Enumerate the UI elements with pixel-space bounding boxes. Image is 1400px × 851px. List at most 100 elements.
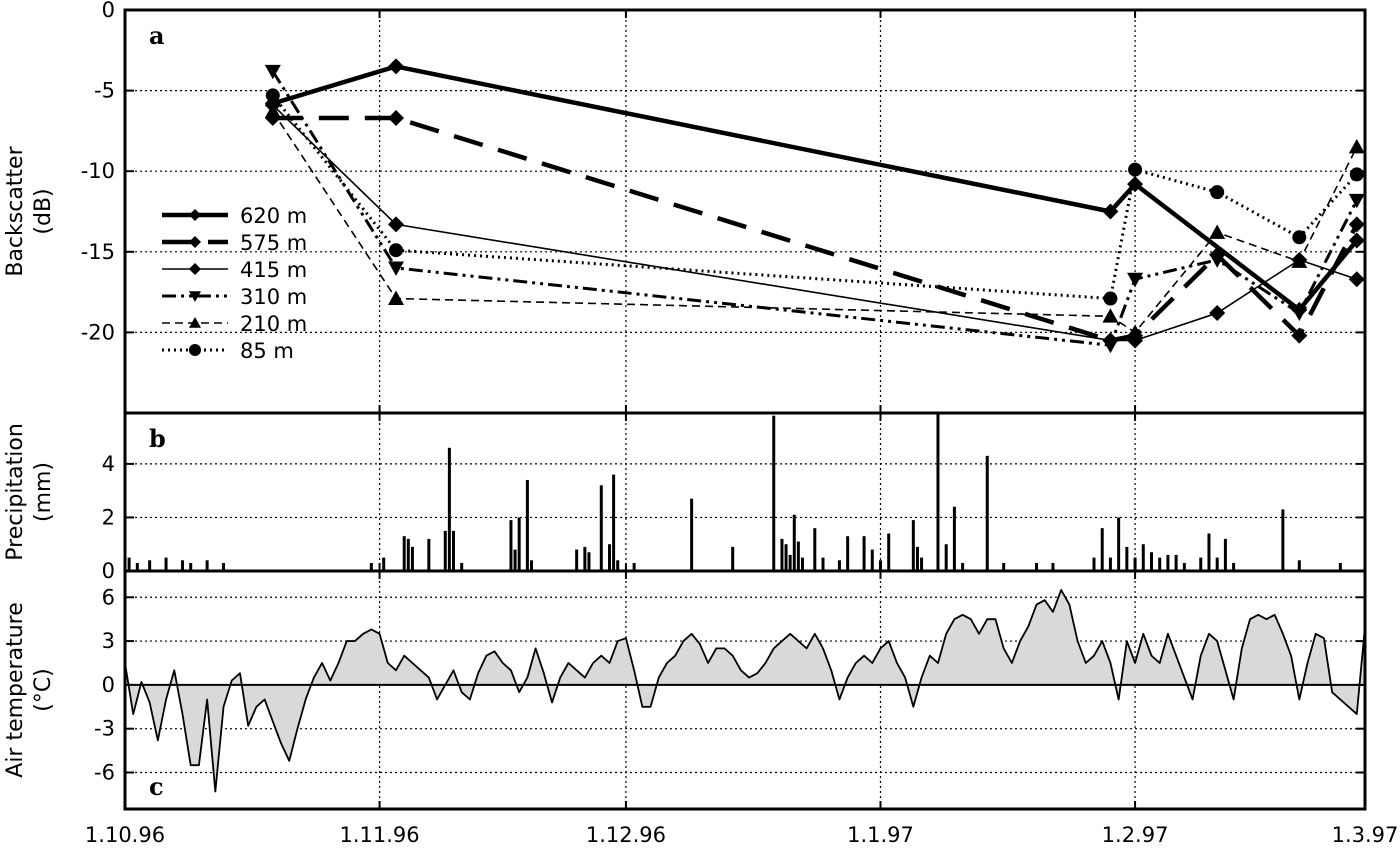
data-point-85-m-5 bbox=[1292, 230, 1307, 245]
data-point-620-m-5 bbox=[1348, 232, 1365, 249]
precip-bar-49 bbox=[915, 546, 919, 571]
precip-bar-11 bbox=[406, 538, 410, 571]
precip-bar-43 bbox=[846, 536, 850, 571]
precip-bar-15 bbox=[447, 447, 451, 571]
data-point-310-m-2 bbox=[1102, 338, 1119, 354]
data-point-85-m-6 bbox=[1349, 167, 1364, 182]
ytick-label-c-3: 3 bbox=[102, 629, 115, 653]
precip-bar-63 bbox=[1125, 546, 1129, 571]
y-axis-title-c: Air temperature bbox=[3, 602, 28, 777]
legend-marker-575-m bbox=[189, 236, 201, 248]
precip-bar-2 bbox=[148, 560, 152, 571]
precip-bar-10 bbox=[402, 536, 406, 571]
data-point-85-m-2 bbox=[1103, 291, 1118, 306]
y-axis-title-a: Backscatter bbox=[3, 145, 28, 276]
precip-bar-66 bbox=[1149, 552, 1153, 571]
x-tick-labels: 1.10.96 1.11.96 1.12.96 1.1.97 1.2.97 1.3.97 bbox=[85, 823, 1398, 847]
precip-bar-48 bbox=[911, 520, 915, 571]
precip-bar-70 bbox=[1182, 562, 1186, 571]
precip-bar-27 bbox=[608, 544, 612, 571]
data-point-310-m-1 bbox=[387, 261, 404, 276]
precip-bar-13 bbox=[427, 538, 431, 571]
y-axis-unit-b: (mm) bbox=[31, 462, 56, 522]
precip-bar-22 bbox=[529, 560, 533, 571]
data-point-310-m-3 bbox=[1127, 272, 1144, 288]
precip-bar-42 bbox=[837, 560, 841, 571]
precip-bar-21 bbox=[525, 479, 529, 571]
data-point-575-m-6 bbox=[1348, 216, 1365, 233]
precip-bar-68 bbox=[1166, 554, 1170, 571]
data-point-210-m-2 bbox=[1102, 308, 1119, 323]
precip-bar-50 bbox=[920, 557, 924, 571]
panel-label-b: b bbox=[149, 424, 166, 453]
data-point-620-m-1 bbox=[387, 58, 404, 75]
x-tick-label-1-3-97: 1.3.97 bbox=[1332, 823, 1399, 847]
legend-label-310-m: 310 m bbox=[240, 285, 307, 309]
precip-bar-33 bbox=[772, 415, 776, 571]
precip-bar-20 bbox=[517, 517, 521, 571]
legend-label-210-m: 210 m bbox=[240, 312, 307, 336]
precip-bar-5 bbox=[189, 562, 193, 571]
data-point-85-m-1 bbox=[388, 243, 403, 258]
data-point-310-m-6 bbox=[1348, 193, 1365, 209]
data-point-310-m-4 bbox=[1209, 253, 1226, 268]
precip-bar-16 bbox=[451, 530, 455, 571]
legend-marker-310-m bbox=[189, 291, 201, 302]
precip-bar-19 bbox=[513, 549, 517, 571]
x-tick-label-1-2-97: 1.2.97 bbox=[1102, 823, 1169, 847]
precip-bar-72 bbox=[1207, 533, 1211, 571]
precip-bar-36 bbox=[788, 554, 792, 571]
data-point-210-m-0 bbox=[264, 103, 281, 118]
data-point-310-m-0 bbox=[264, 64, 281, 80]
precip-bar-25 bbox=[587, 552, 591, 571]
precip-bar-77 bbox=[1297, 560, 1301, 571]
precip-bar-26 bbox=[599, 485, 603, 571]
precip-bar-29 bbox=[616, 560, 620, 571]
ytick-label-a-5: -5 bbox=[94, 79, 115, 103]
ytick-label-b-0: 0 bbox=[102, 559, 115, 583]
precip-bar-61 bbox=[1108, 557, 1112, 571]
x-tick-label-1-1-97: 1.1.97 bbox=[847, 823, 914, 847]
legend-marker-210-m bbox=[189, 317, 201, 328]
precip-bar-58 bbox=[1051, 562, 1055, 571]
data-point-415-m-4 bbox=[1209, 305, 1226, 322]
precip-bar-34 bbox=[780, 538, 784, 571]
precip-bar-38 bbox=[796, 541, 800, 571]
data-point-85-m-3 bbox=[1128, 162, 1143, 177]
temperature-area bbox=[125, 589, 1365, 792]
precip-bar-57 bbox=[1035, 562, 1039, 571]
precip-bar-74 bbox=[1223, 538, 1227, 571]
data-point-575-m-5 bbox=[1291, 327, 1308, 344]
series-line-210-m bbox=[272, 111, 1358, 334]
precip-bar-30 bbox=[632, 562, 636, 571]
precip-bar-8 bbox=[369, 562, 373, 571]
precip-bar-52 bbox=[944, 544, 948, 571]
legend-label-415-m: 415 m bbox=[240, 258, 307, 282]
y-axis-unit-c: (°C) bbox=[31, 668, 56, 712]
precip-bar-51 bbox=[936, 413, 940, 571]
legend-marker-620-m bbox=[189, 209, 201, 221]
series-line-310-m bbox=[271, 70, 1359, 347]
data-point-210-m-6 bbox=[1348, 139, 1365, 154]
precip-bar-35 bbox=[784, 544, 788, 571]
precip-bar-6 bbox=[205, 560, 209, 571]
data-point-415-m-1 bbox=[387, 216, 404, 233]
x-tick-label-1-10-96: 1.10.96 bbox=[85, 823, 165, 847]
y-axis-unit-a: (dB) bbox=[31, 188, 56, 234]
precip-bar-40 bbox=[813, 528, 817, 571]
ytick-label-a-15: -15 bbox=[81, 240, 115, 264]
precip-bar-75 bbox=[1232, 562, 1236, 571]
ytick-label-b-2: 2 bbox=[102, 505, 115, 529]
data-point-210-m-1 bbox=[387, 290, 404, 305]
legend-marker-415-m bbox=[189, 263, 201, 275]
series-line-85-m bbox=[271, 94, 1358, 301]
precip-bar-3 bbox=[164, 557, 168, 571]
x-tick-label-1-11-96: 1.11.96 bbox=[339, 823, 419, 847]
precip-bar-41 bbox=[821, 557, 825, 571]
precip-bar-69 bbox=[1174, 554, 1178, 571]
precip-bar-45 bbox=[870, 549, 874, 571]
precip-bar-60 bbox=[1100, 528, 1104, 571]
series-line-620-m bbox=[272, 64, 1359, 313]
legend-label-620-m: 620 m bbox=[240, 204, 307, 228]
panel-b-precipitation: 0 2 4 Precipitation (mm) b bbox=[3, 413, 1366, 583]
